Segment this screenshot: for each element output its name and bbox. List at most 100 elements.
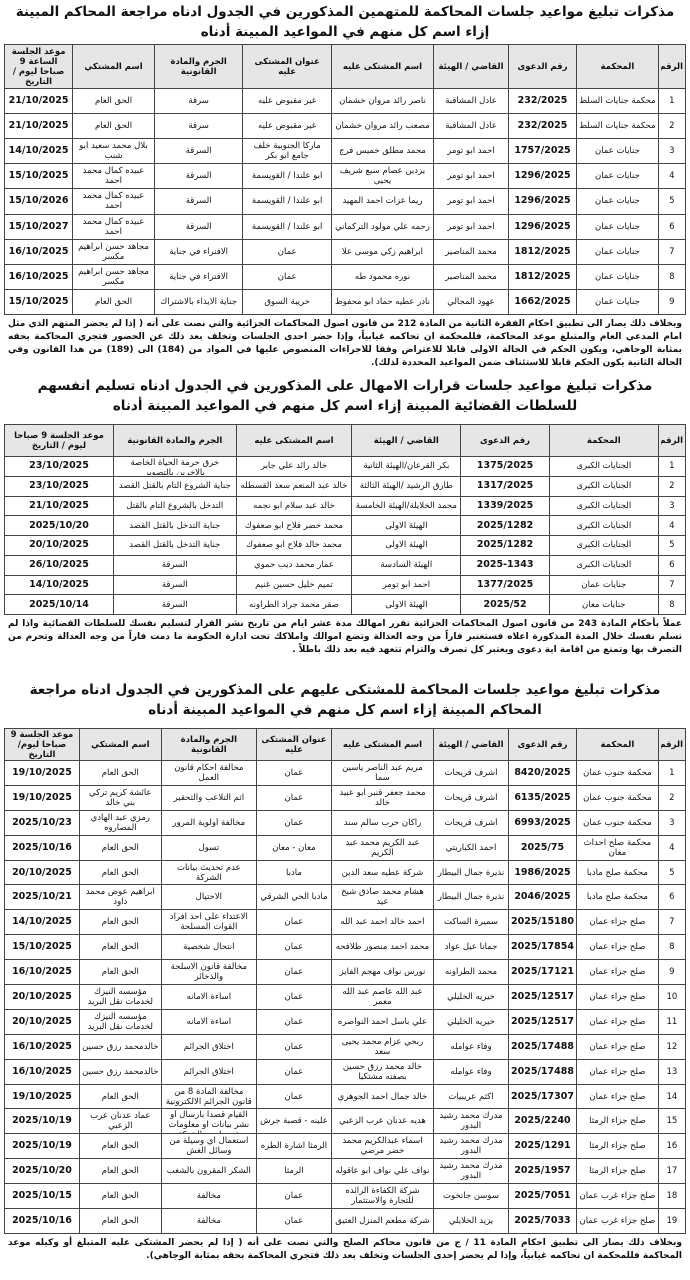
cell-text: 2025/17854 — [511, 942, 574, 953]
table-cell: جنايات معان — [548, 594, 659, 615]
column-header: الجرم والمادة القانونية — [153, 44, 244, 89]
table-cell: 2025/1957 — [507, 1158, 578, 1185]
cell-text: الهيئة الاولى — [385, 599, 428, 610]
table-cell: 16/10/2025 — [3, 263, 74, 290]
table-cell: 1296/2025 — [507, 213, 578, 240]
table-cell: السرقة — [113, 554, 237, 576]
cell-text: جنايات معان — [582, 599, 626, 610]
cell-text: 5 — [669, 540, 675, 551]
header-text: اسم المشتكي — [91, 739, 150, 750]
table-cell: السرقة — [113, 594, 237, 615]
table-cell: صلح جزاء عمان — [576, 1083, 659, 1110]
cell-text: عمان — [284, 917, 304, 928]
table-cell: اختلاق الجرائم — [160, 1058, 258, 1085]
table-cell: 8 — [657, 263, 687, 290]
table-cell: 3 — [657, 809, 687, 836]
table-row: 18 صلح جزاء غرب عمان 2025/7051 سوسن جانخوت ش… — [4, 1183, 687, 1210]
table-row: 4 الجنايات الكبرى 2025/1282 الهيئة الاولى مح… — [4, 515, 687, 536]
table-cell: صلح جزاء الرمثا — [576, 1133, 659, 1160]
table-cell: خيريه الخليلي — [433, 1008, 509, 1035]
cell-text: 2025/17488 — [511, 1066, 574, 1077]
table-row: 2 الجنايات الكبرى 1317/2025 طارق الرشيد /ال… — [4, 475, 687, 497]
header-text: الجرم والمادة القانونية — [170, 56, 227, 77]
cell-text: الشكر المقرون بالشغب — [166, 1166, 251, 1177]
cell-text: عبيده كمال محمد احمد — [82, 191, 145, 212]
cell-text: 232/2025 — [517, 96, 568, 107]
table-cell: 2025/75 — [507, 834, 578, 861]
table-cell: عادل المشاقبة — [433, 87, 509, 115]
table-cell: جنايات عمان — [576, 288, 659, 315]
table-cell: 1296/2025 — [507, 163, 578, 190]
cell-text: جناية الشروع التام بالقتل القصد — [118, 481, 231, 492]
cell-text: عمان — [284, 1191, 304, 1202]
cell-text: 18 — [666, 1191, 678, 1202]
cell-text: الجنايات الكبرى — [576, 560, 632, 571]
table-cell: احمد ابو تومر — [433, 213, 509, 240]
table-cell: خريبة السوق — [242, 288, 332, 315]
table-cell: الجنايات الكبرى — [548, 456, 659, 477]
table-cell: عمان — [256, 909, 332, 936]
cell-text: محمد المناصير — [445, 246, 497, 257]
cell-text: جناية الايذاء بالاشتراك — [160, 296, 237, 307]
column-header: رقم الدعوى — [507, 728, 578, 761]
section: مذكرات تبليغ مواعيد جلسات المحاكمة للمشت… — [4, 672, 687, 1279]
cell-text: 23/10/2025 — [29, 481, 89, 492]
cell-text: الحق العام — [101, 967, 139, 978]
table-cell: وفاء عوامله — [433, 1058, 509, 1085]
table-cell: 2025/10/21 — [4, 884, 80, 911]
table-cell: محكمة صلح مادبا — [576, 859, 659, 886]
table-cell: الحق العام — [72, 113, 155, 140]
cell-text: صلح جزاء غرب عمان — [579, 1191, 656, 1202]
column-header: اسم المشتكى عليه — [235, 424, 353, 457]
table-cell: 6993/2025 — [507, 809, 578, 836]
cell-text: 1377/2025 — [476, 579, 534, 590]
table-cell: 2025/10/19 — [4, 1133, 80, 1160]
table-cell: 16/10/2025 — [3, 238, 74, 265]
cell-text: ابو علندا / القويسمة — [251, 171, 323, 182]
table-cell: عمان — [256, 784, 332, 811]
cell-text: 16/10/2025 — [12, 1066, 72, 1077]
cell-text: الحق العام — [101, 942, 139, 953]
cell-text: سميرة الساكت — [444, 917, 498, 928]
table-cell: الحق العام — [78, 1208, 162, 1234]
table-cell: 2046/2025 — [507, 884, 578, 911]
cell-text: صلح جزاء عمان — [589, 1041, 646, 1052]
cell-text: السرقة — [161, 560, 188, 571]
cell-text: 9 — [669, 967, 675, 978]
table-cell: احمد ابو تومر — [433, 138, 509, 165]
cell-text: أشرف قريحات — [444, 767, 498, 778]
cell-text: 1 — [669, 96, 675, 107]
table-row: 15 صلح جزاء الرمثا 2025/2240 مدرك محمد رشيد… — [4, 1108, 687, 1135]
table-cell: جنايات عمان — [576, 188, 659, 215]
cell-text: وفاء عوامله — [450, 1041, 492, 1052]
cell-text: احمد خالد احمد عبد الله — [340, 917, 425, 928]
header-text: رقم الدعوى — [480, 435, 531, 446]
cell-text: 9 — [669, 296, 675, 307]
table-cell: صلح جزاء عمان — [576, 1058, 659, 1085]
table-cell: ماركا الجنوبية خلف جامع ابو بكر — [242, 138, 332, 165]
cell-text: جنايات عمان — [594, 146, 640, 157]
cell-text: محمد جعفر قنبر ابو عبيد خالد — [339, 787, 426, 808]
cell-text: خرق حرمة الحياة الخاصة بالاخرين بالتصوير — [130, 457, 220, 476]
cell-text: خيريه الخليلي — [447, 1016, 495, 1027]
table-cell: عمان — [256, 934, 332, 961]
table-cell: وفاء عوامله — [433, 1033, 509, 1060]
cell-text: الافتراء في جناية — [169, 271, 229, 282]
cell-text: 15/10/2025 — [12, 942, 72, 953]
table-cell: راكان حرب سالم سند — [330, 809, 435, 836]
cell-text: طارق الرشيد /الهيئة الثالثة — [359, 481, 453, 492]
table-cell: محكمة جنوب عمان — [576, 784, 659, 811]
cell-text: 5 — [669, 867, 675, 878]
table-cell: سرقة — [153, 87, 244, 115]
table-body: 1 محكمة جنايات السلط 232/2025 عادل المشاقبة… — [3, 87, 687, 315]
table-cell: 2025/1282 — [460, 535, 550, 556]
cell-text: معان - معان — [272, 842, 316, 853]
table-cell: اساءة الامانه — [160, 984, 258, 1010]
column-header: رقم الدعوى — [460, 424, 550, 457]
table-cell: عمان — [256, 1058, 332, 1085]
table-row: 11 صلح جزاء عمان 2025/12517 خيريه الخليلي عل… — [4, 1008, 687, 1035]
cell-text: 20/10/2025 — [12, 867, 72, 878]
table-cell: محمد المناصير — [433, 238, 509, 265]
cell-text: الحق العام — [101, 867, 139, 878]
cell-text: 19 — [666, 1215, 678, 1226]
